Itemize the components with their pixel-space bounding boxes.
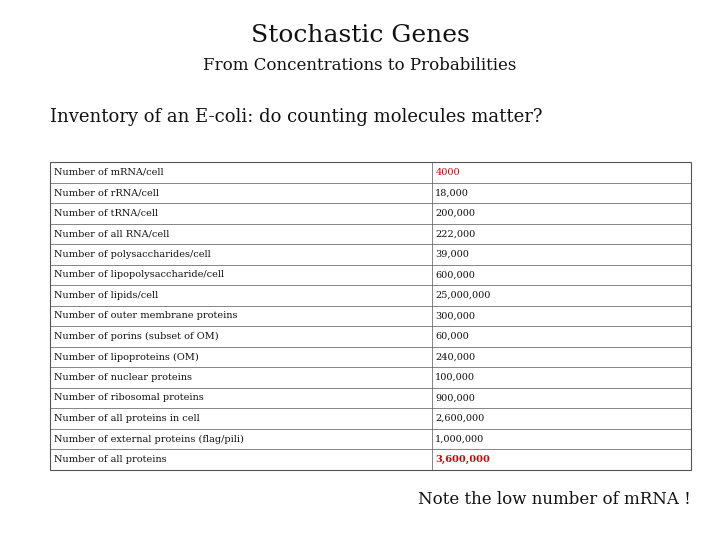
Text: Number of lipoproteins (OM): Number of lipoproteins (OM) [54, 353, 199, 361]
Text: 222,000: 222,000 [436, 230, 475, 238]
Text: Number of all proteins in cell: Number of all proteins in cell [54, 414, 199, 423]
Bar [50, 265, 691, 285]
Text: Number of porins (subset of OM): Number of porins (subset of OM) [54, 332, 219, 341]
Text: Stochastic Genes: Stochastic Genes [251, 24, 469, 48]
Text: Note the low number of mRNA !: Note the low number of mRNA ! [418, 491, 691, 508]
Bar [50, 183, 691, 203]
Text: 39,000: 39,000 [436, 250, 469, 259]
Text: Number of all proteins: Number of all proteins [54, 455, 166, 464]
Bar [50, 285, 691, 306]
Bar [50, 429, 691, 449]
Text: 300,000: 300,000 [436, 312, 475, 320]
Bar [50, 244, 691, 265]
Text: 100,000: 100,000 [436, 373, 475, 382]
Text: 1,000,000: 1,000,000 [436, 435, 485, 443]
Bar [50, 306, 691, 326]
Text: Number of outer membrane proteins: Number of outer membrane proteins [54, 312, 238, 320]
Text: Number of lipids/cell: Number of lipids/cell [54, 291, 158, 300]
Text: 200,000: 200,000 [436, 209, 475, 218]
Text: 900,000: 900,000 [436, 394, 475, 402]
Text: 25,000,000: 25,000,000 [436, 291, 490, 300]
Bar [50, 203, 691, 224]
Bar [50, 347, 691, 367]
Text: 3,600,000: 3,600,000 [436, 455, 490, 464]
Bar [50, 449, 691, 470]
Bar [50, 388, 691, 408]
Text: 600,000: 600,000 [436, 271, 475, 279]
Bar [50, 224, 691, 244]
Text: Number of polysaccharides/cell: Number of polysaccharides/cell [54, 250, 211, 259]
Bar [50, 326, 691, 347]
Text: Number of external proteins (flag/pili): Number of external proteins (flag/pili) [54, 435, 244, 443]
Text: Number of tRNA/cell: Number of tRNA/cell [54, 209, 158, 218]
Text: Number of mRNA/cell: Number of mRNA/cell [54, 168, 163, 177]
Bar [50, 408, 691, 429]
Text: 2,600,000: 2,600,000 [436, 414, 485, 423]
Text: Inventory of an E-coli: do counting molecules matter?: Inventory of an E-coli: do counting mole… [50, 108, 543, 126]
Text: Number of ribosomal proteins: Number of ribosomal proteins [54, 394, 204, 402]
Text: 4000: 4000 [436, 168, 460, 177]
Text: 60,000: 60,000 [436, 332, 469, 341]
Text: 240,000: 240,000 [436, 353, 475, 361]
Text: Number of rRNA/cell: Number of rRNA/cell [54, 188, 159, 197]
Text: Number of nuclear proteins: Number of nuclear proteins [54, 373, 192, 382]
Text: Number of lipopolysaccharide/cell: Number of lipopolysaccharide/cell [54, 271, 224, 279]
Text: 18,000: 18,000 [436, 188, 469, 197]
Text: From Concentrations to Probabilities: From Concentrations to Probabilities [203, 57, 517, 73]
Bar [50, 367, 691, 388]
Text: Number of all RNA/cell: Number of all RNA/cell [54, 230, 169, 238]
Bar [50, 162, 691, 183]
